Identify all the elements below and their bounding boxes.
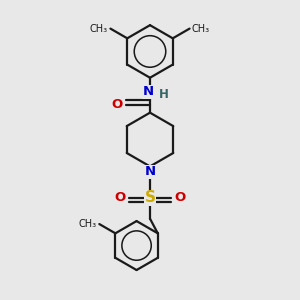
Text: O: O: [114, 191, 125, 204]
Text: O: O: [111, 98, 122, 111]
Text: CH₃: CH₃: [90, 24, 108, 34]
Text: S: S: [145, 190, 155, 205]
Text: N: N: [143, 85, 154, 98]
Text: CH₃: CH₃: [192, 24, 210, 34]
Text: CH₃: CH₃: [79, 219, 97, 229]
Text: N: N: [144, 165, 156, 178]
Text: O: O: [175, 191, 186, 204]
Text: H: H: [159, 88, 169, 101]
